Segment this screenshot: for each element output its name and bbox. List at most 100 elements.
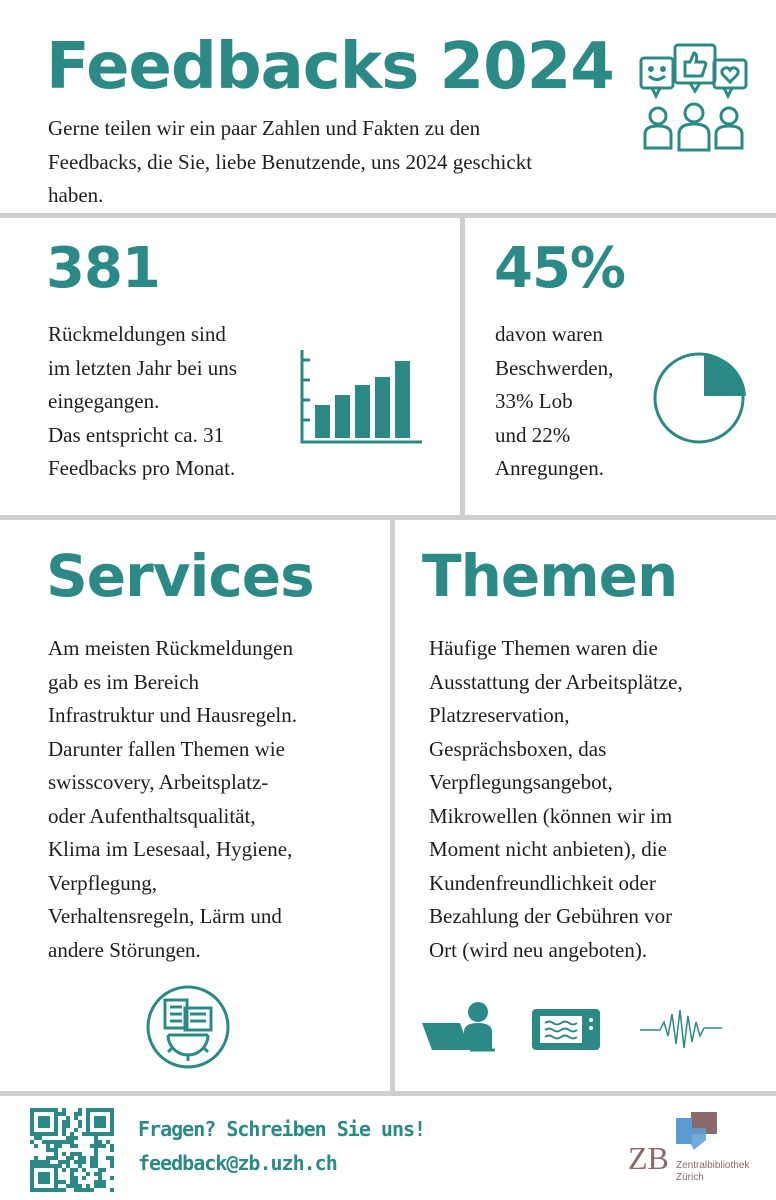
qr-module (94, 1172, 98, 1176)
qr-module (42, 1108, 46, 1112)
qr-module (34, 1156, 38, 1160)
qr-module (50, 1156, 54, 1160)
qr-module (110, 1128, 114, 1132)
qr-module (54, 1180, 58, 1184)
qr-module (46, 1180, 50, 1184)
qr-module (38, 1172, 42, 1176)
qr-module (102, 1144, 106, 1148)
qr-module (102, 1108, 106, 1112)
qr-module (110, 1160, 114, 1164)
qr-module (98, 1172, 102, 1176)
qr-module (74, 1160, 78, 1164)
qr-module (46, 1108, 50, 1112)
qr-module (98, 1180, 102, 1184)
text-line: swisscovery, Arbeitsplatz- (48, 770, 269, 794)
qr-module (54, 1164, 58, 1168)
qr-module (78, 1184, 82, 1188)
qr-module (94, 1180, 98, 1184)
qr-module (98, 1124, 102, 1128)
intro: Gerne teilen wir ein paar Zahlen und Fak… (48, 112, 532, 213)
qr-module (42, 1160, 46, 1164)
qr-module (30, 1188, 34, 1192)
qr-module (42, 1140, 46, 1144)
qr-module (30, 1120, 34, 1124)
section-title: Services (46, 542, 315, 610)
qr-module (86, 1120, 90, 1124)
divider (390, 520, 395, 1092)
logo-mark: ZB (628, 1140, 669, 1176)
qr-module (46, 1120, 50, 1124)
qr-module (62, 1140, 66, 1144)
logo-shapes (676, 1112, 717, 1150)
text-line: Verpflegung, (48, 870, 158, 895)
qr-module (82, 1160, 86, 1164)
qr-module (46, 1144, 50, 1148)
qr-module (46, 1156, 50, 1160)
footer-email[interactable]: feedback@zb.uzh.ch (138, 1151, 338, 1175)
qr-module (66, 1136, 70, 1140)
qr-module (34, 1132, 38, 1136)
qr-module (42, 1180, 46, 1184)
qr-module (42, 1116, 46, 1120)
qr-module (110, 1164, 114, 1168)
qr-module (86, 1172, 90, 1176)
qr-module (90, 1132, 94, 1136)
qr-module (54, 1176, 58, 1180)
qr-module (46, 1140, 50, 1144)
qr-module (78, 1156, 82, 1160)
qr-module (74, 1184, 78, 1188)
qr-module (74, 1188, 78, 1192)
qr-module (86, 1184, 90, 1188)
qr-module (98, 1120, 102, 1124)
qr-module (30, 1124, 34, 1128)
qr-module (102, 1116, 106, 1120)
text-line: Verhaltensregeln, Lärm und (48, 904, 282, 928)
qr-module (94, 1144, 98, 1148)
qr-module (30, 1172, 34, 1176)
qr-module (46, 1164, 50, 1168)
microwave-icon (532, 1009, 600, 1050)
workplace-icon (422, 1002, 495, 1052)
qr-module (78, 1124, 82, 1128)
qr-module (74, 1176, 78, 1180)
qr-module (98, 1108, 102, 1112)
title: Feedbacks 2024 (46, 30, 615, 104)
qr-module (90, 1160, 94, 1164)
qr-module (94, 1164, 98, 1168)
qr-module (86, 1124, 90, 1128)
text-line: Feedbacks, die Sie, liebe Benutzende, un… (48, 149, 533, 174)
qr-module (38, 1180, 42, 1184)
qr-module (106, 1132, 110, 1136)
qr-module (30, 1112, 34, 1116)
qr-module (54, 1124, 58, 1128)
text-line: Häufige Themen waren die (429, 636, 658, 660)
qr-module (50, 1108, 54, 1112)
text-line: im letzten Jahr bei uns (48, 355, 237, 380)
qr-module (50, 1188, 54, 1192)
qr-module (58, 1164, 62, 1168)
text-line: Ausstattung der Arbeitsplätze, (429, 669, 683, 694)
qr-module (46, 1124, 50, 1128)
qr-module (78, 1160, 82, 1164)
qr-module (74, 1116, 78, 1120)
qr-module (74, 1180, 78, 1184)
qr-module (54, 1120, 58, 1124)
qr-module (102, 1120, 106, 1124)
qr-module (54, 1140, 58, 1144)
qr-module (50, 1164, 54, 1168)
qr-module (54, 1184, 58, 1188)
qr-module (34, 1144, 38, 1148)
text-line: oder Aufenthaltsqualität, (48, 803, 256, 828)
qr-module (78, 1112, 82, 1116)
qr-module (54, 1144, 58, 1148)
qr-module (46, 1188, 50, 1192)
qr-module (42, 1124, 46, 1128)
qr-module (98, 1140, 102, 1144)
qr-module (90, 1188, 94, 1192)
qr-module (42, 1176, 46, 1180)
qr-module (62, 1132, 66, 1136)
footer-question: Fragen? Schreiben Sie uns! (138, 1117, 426, 1141)
qr-module (74, 1136, 78, 1140)
qr-module (30, 1116, 34, 1120)
qr-module (70, 1156, 74, 1160)
